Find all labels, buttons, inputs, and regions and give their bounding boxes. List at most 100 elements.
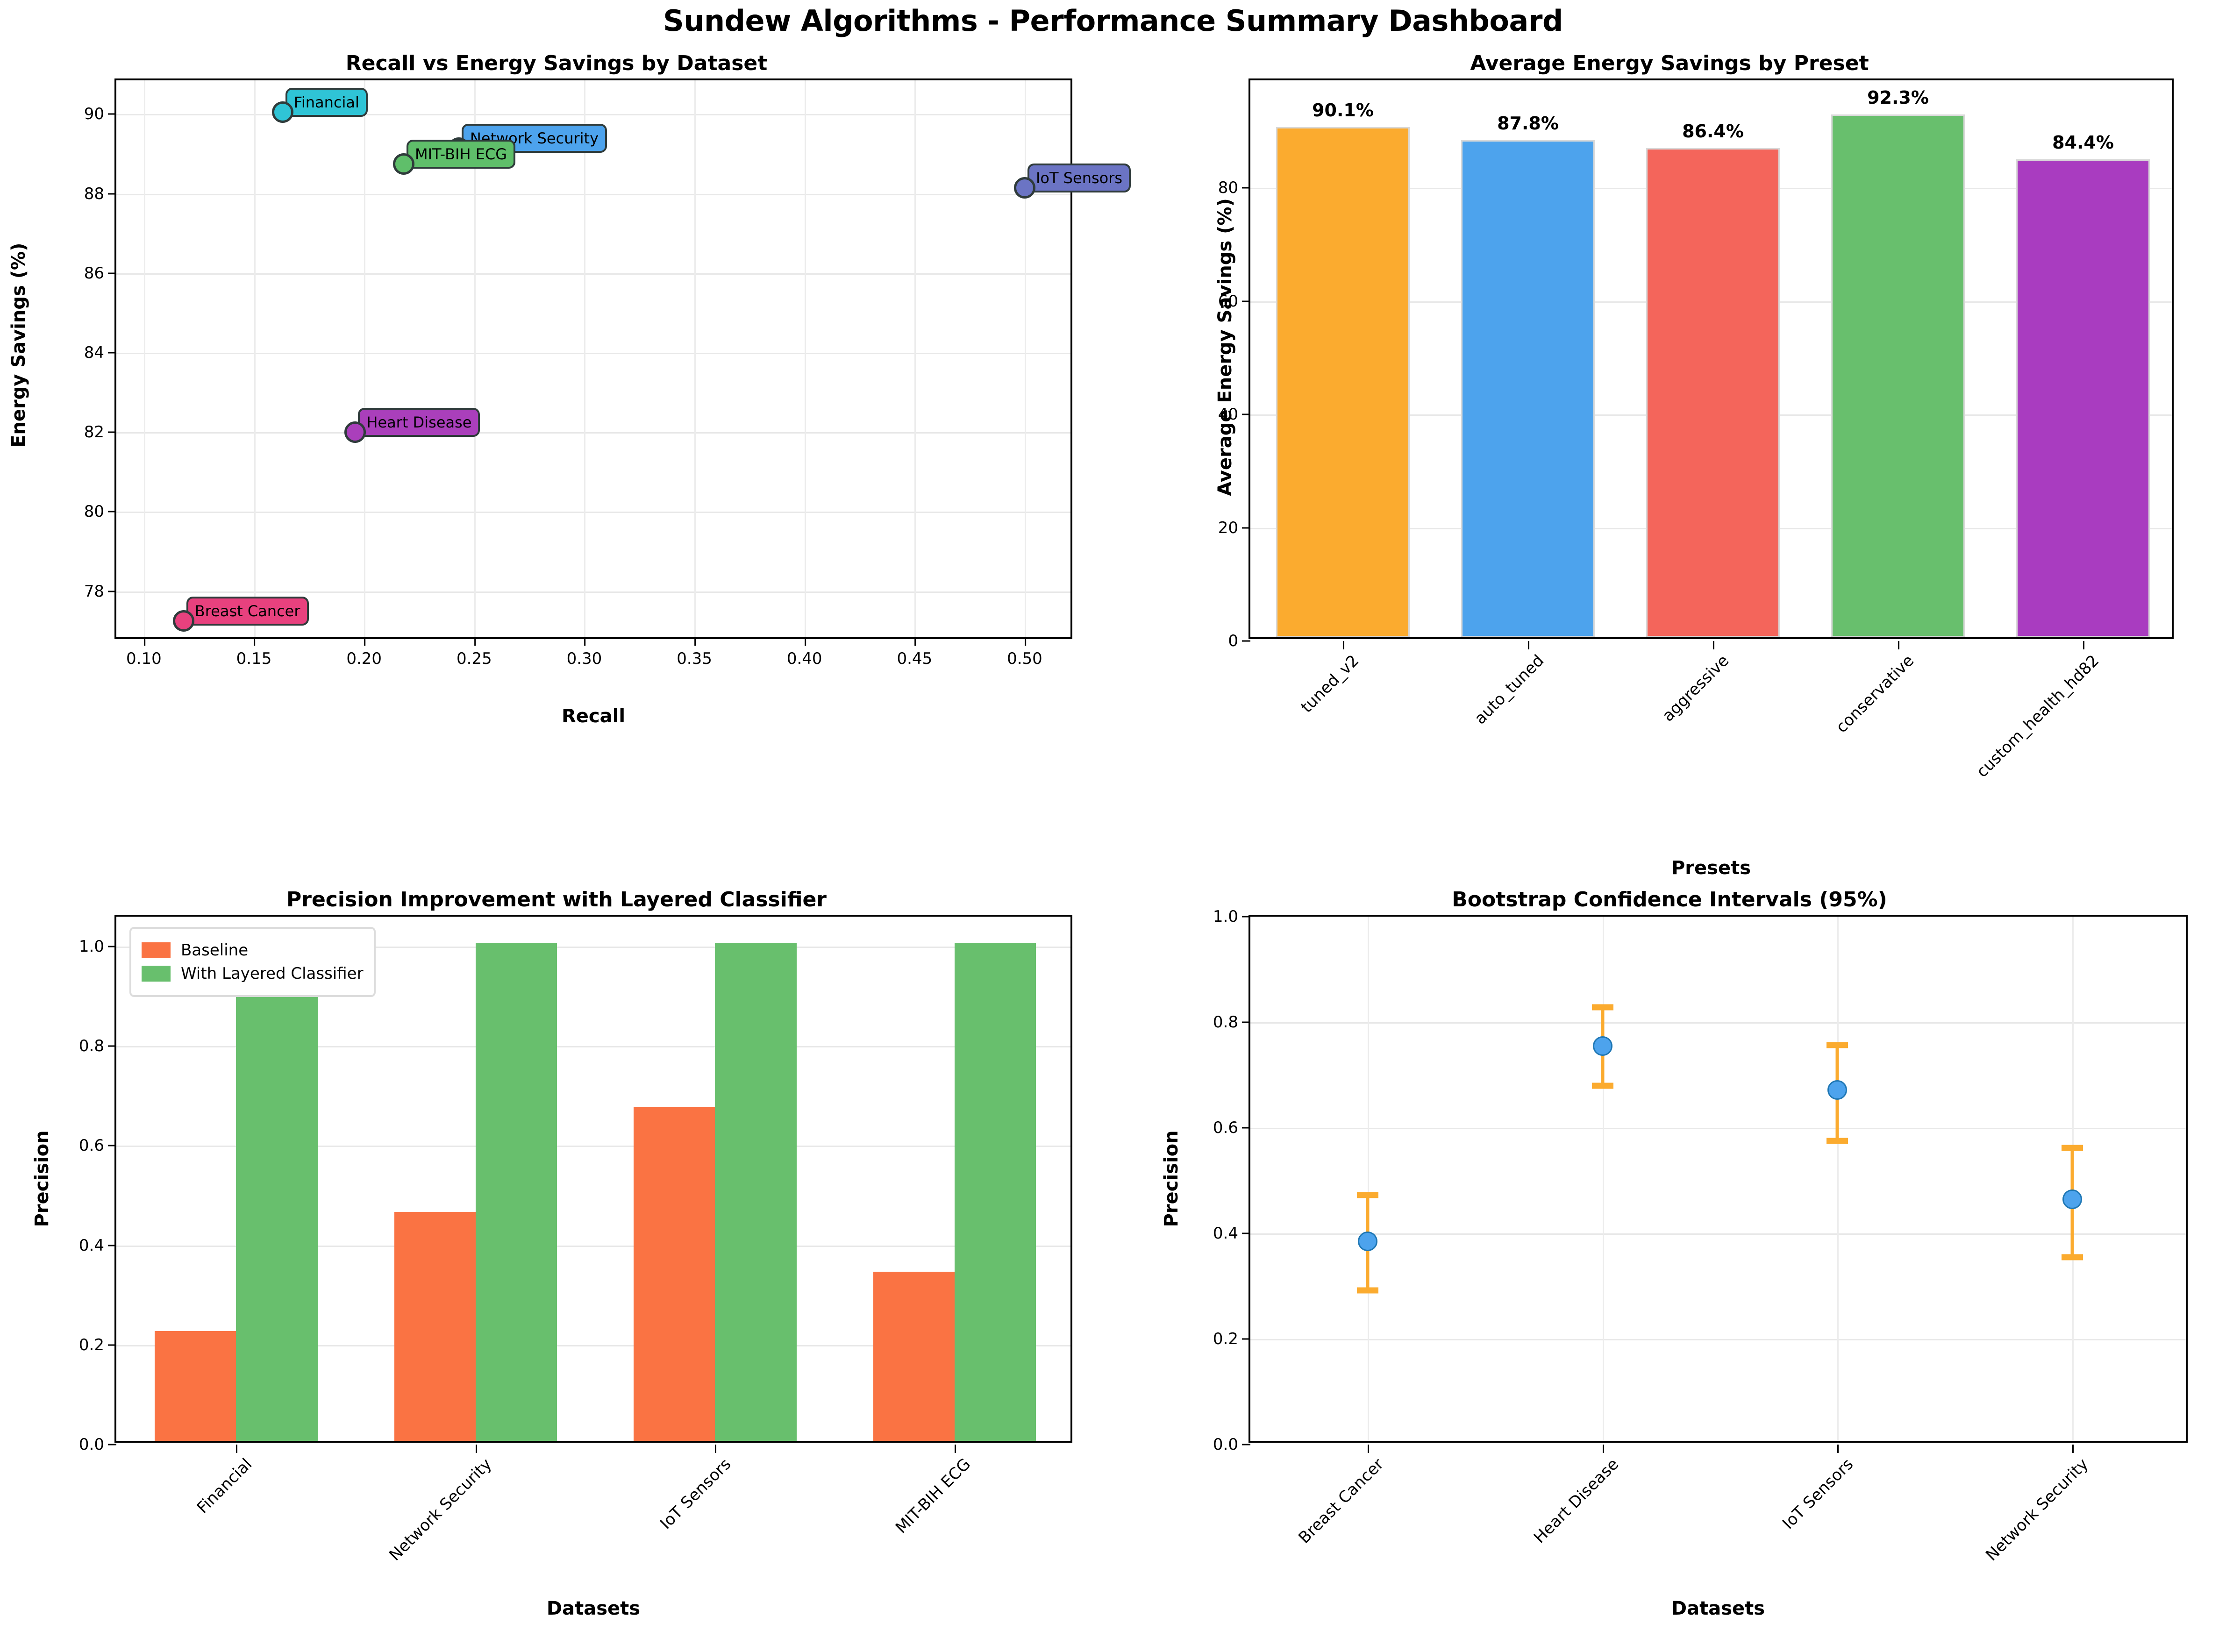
scatter-xtick: 0.25	[456, 637, 492, 668]
ci-ytick: 0.4	[1213, 1224, 1250, 1243]
tick-mark	[475, 1445, 477, 1453]
legend-item[interactable]: Baseline	[142, 941, 364, 960]
preset-bar-value: 90.1%	[1312, 100, 1374, 121]
scatter-point[interactable]	[344, 421, 366, 443]
precision-xtick: MIT-BIH ECG	[892, 1455, 975, 1538]
gridline	[1250, 1022, 2186, 1024]
precision-bar[interactable]	[954, 942, 1036, 1441]
tick-mark	[2083, 641, 2084, 649]
preset-bar[interactable]	[1461, 140, 1595, 637]
precision-xtick: Network Security	[385, 1455, 496, 1565]
precision-plot-area: 0.0 0.2 0.4 0.6 0.8 1.0 Financial Network Secur…	[79, 915, 1072, 1565]
tick-mark	[1602, 1445, 1604, 1453]
scatter-xlabel: Recall	[561, 705, 626, 727]
gridline	[804, 80, 806, 637]
gridline	[116, 273, 1070, 275]
tick-mark	[1713, 641, 1714, 649]
scatter-point[interactable]	[1013, 177, 1035, 199]
scatter-xtick: 0.20	[346, 637, 382, 668]
ci-xtick: Network Security	[1982, 1455, 2092, 1565]
scatter-xtick: 0.15	[236, 637, 272, 668]
scatter-point-label: IoT Sensors	[1027, 163, 1131, 192]
preset-bar[interactable]	[1276, 127, 1410, 637]
preset-bar[interactable]	[1646, 148, 1780, 637]
gridline	[474, 80, 476, 637]
preset-xtick: auto_tuned	[1470, 651, 1548, 728]
gridline	[116, 1345, 1070, 1346]
gridline	[116, 1245, 1070, 1247]
ci-errorbar-cap-lower	[2061, 1254, 2083, 1260]
presets-ytick: 80	[1218, 178, 1250, 197]
ci-errorbar-cap-upper	[1591, 1004, 1613, 1011]
scatter-title: Recall vs Energy Savings by Dataset	[345, 51, 768, 75]
precision-xtick: Financial	[193, 1455, 256, 1517]
tick-mark	[954, 1445, 956, 1453]
ci-mean-point[interactable]	[1827, 1080, 1848, 1100]
precision-bar[interactable]	[475, 942, 557, 1441]
preset-bar-value: 86.4%	[1682, 121, 1744, 142]
precision-bar[interactable]	[715, 942, 797, 1441]
presets-ytick: 20	[1218, 519, 1250, 537]
scatter-ytick: 90	[84, 105, 116, 123]
precision-bar[interactable]	[236, 942, 318, 1441]
scatter-point-label: Heart Disease	[358, 408, 480, 437]
tick-mark	[236, 1445, 238, 1453]
presets-ytick: 0	[1228, 632, 1250, 650]
precision-bar[interactable]	[873, 1271, 955, 1441]
tick-mark	[1528, 641, 1529, 649]
panel-recall-energy: Recall vs Energy Savings by Dataset Ener…	[0, 51, 1131, 780]
presets-ylabel: Average Energy Savings (%)	[1214, 198, 1236, 496]
precision-bar[interactable]	[155, 1331, 236, 1441]
ci-ytick: 0.2	[1213, 1330, 1250, 1348]
ci-xtick: Heart Disease	[1530, 1455, 1623, 1547]
ci-mean-point[interactable]	[1592, 1036, 1612, 1056]
scatter-ytick: 82	[84, 423, 116, 441]
preset-xtick: custom_health_hd82	[1973, 651, 2103, 782]
scatter-point[interactable]	[271, 101, 293, 123]
ci-xtick: Breast Cancer	[1295, 1455, 1388, 1547]
gridline	[1837, 917, 1839, 1441]
precision-ytick: 0.0	[79, 1435, 116, 1454]
preset-bar[interactable]	[1831, 114, 1965, 637]
tick-mark	[715, 1445, 717, 1453]
gridline	[1250, 1233, 2186, 1235]
preset-bar[interactable]	[2016, 159, 2150, 637]
ci-ytick: 0.6	[1213, 1118, 1250, 1137]
preset-bar-value: 87.8%	[1497, 113, 1559, 134]
gridline	[116, 1146, 1070, 1147]
precision-bar[interactable]	[634, 1107, 715, 1441]
legend-swatch-1	[142, 966, 171, 982]
scatter-point[interactable]	[172, 610, 194, 632]
dashboard-title: Sundew Algorithms - Performance Summary …	[663, 4, 1563, 38]
scatter-xtick: 0.35	[677, 637, 712, 668]
scatter-xtick: 0.45	[897, 637, 933, 668]
scatter-point-label: Financial	[285, 88, 368, 117]
tick-mark	[1343, 641, 1344, 649]
precision-bar[interactable]	[394, 1211, 476, 1441]
scatter-point[interactable]	[393, 153, 414, 175]
precision-ytick: 0.8	[79, 1037, 116, 1055]
scatter-ytick: 78	[84, 582, 116, 601]
presets-ytick: 60	[1218, 292, 1250, 311]
precision-legend: Baseline With Layered Classifier	[129, 927, 376, 997]
panel-precision-improvement: Precision Improvement with Layered Class…	[0, 888, 1113, 1652]
ci-mean-point[interactable]	[2062, 1189, 2082, 1209]
scatter-xtick: 0.40	[786, 637, 822, 668]
tick-mark	[1368, 1445, 1370, 1453]
scatter-xtick: 0.50	[1007, 637, 1042, 668]
precision-xlabel: Datasets	[546, 1598, 641, 1619]
ci-mean-point[interactable]	[1358, 1231, 1378, 1251]
gridline	[116, 512, 1070, 513]
gridline	[1250, 1339, 2186, 1340]
legend-item[interactable]: With Layered Classifier	[142, 964, 364, 983]
tick-mark	[1837, 1445, 1839, 1453]
ci-errorbar-cap-upper	[1826, 1042, 1848, 1048]
precision-ytick: 1.0	[79, 937, 116, 956]
preset-bar-value: 92.3%	[1867, 87, 1929, 108]
precision-ytick: 0.2	[79, 1336, 116, 1354]
scatter-ytick: 86	[84, 264, 116, 283]
tick-mark	[2072, 1445, 2074, 1453]
gridline	[914, 80, 916, 637]
gridline	[1024, 80, 1026, 637]
legend-label: With Layered Classifier	[181, 964, 364, 983]
